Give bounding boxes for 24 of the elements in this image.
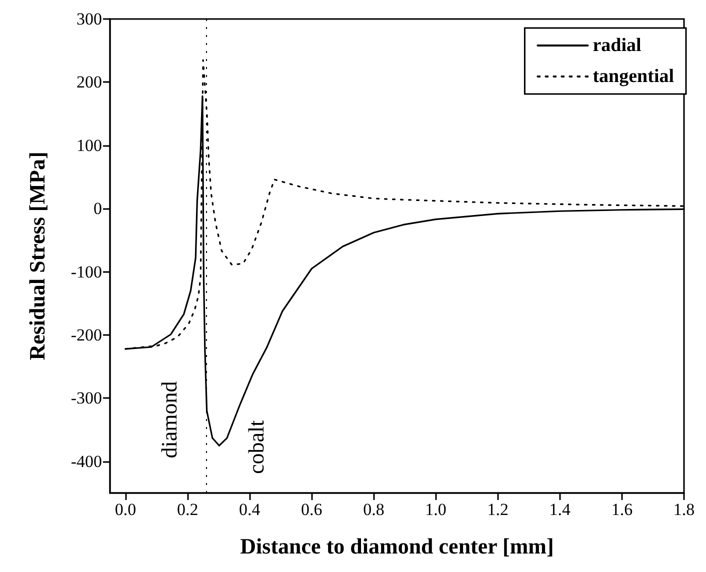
y-tick-label: -300 xyxy=(70,388,102,408)
annotation: diamond xyxy=(156,381,182,458)
x-tick-label: 0.4 xyxy=(238,500,261,519)
x-axis-title: Distance to diamond center [mm] xyxy=(240,534,554,558)
x-tick-label: 1.6 xyxy=(611,500,633,519)
y-axis-title: Residual Stress [MPa] xyxy=(24,152,50,360)
y-tick-label: -100 xyxy=(70,262,102,282)
legend-label: radial xyxy=(592,35,642,56)
y-tick-label: 100 xyxy=(76,136,102,155)
y-tick-label: -200 xyxy=(70,326,102,344)
y-tick-label: 300 xyxy=(76,10,102,28)
x-tick-label: 1.2 xyxy=(487,500,508,519)
x-tick-label: 1.8 xyxy=(673,500,695,519)
x-tick-label: 0.8 xyxy=(363,500,384,519)
x-tick-label: 0.6 xyxy=(301,500,322,519)
x-tick-label: 1.0 xyxy=(425,500,446,519)
legend-label: tangential xyxy=(592,66,674,87)
y-tick-label: 200 xyxy=(76,72,102,92)
y-tick-label: -400 xyxy=(70,452,102,471)
y-tick-label: 0 xyxy=(94,199,102,218)
x-tick-label: 0.0 xyxy=(114,500,136,519)
annotation: cobalt xyxy=(243,420,268,474)
x-tick-label: 0.2 xyxy=(176,500,198,519)
x-tick-label: 1.4 xyxy=(549,500,572,519)
